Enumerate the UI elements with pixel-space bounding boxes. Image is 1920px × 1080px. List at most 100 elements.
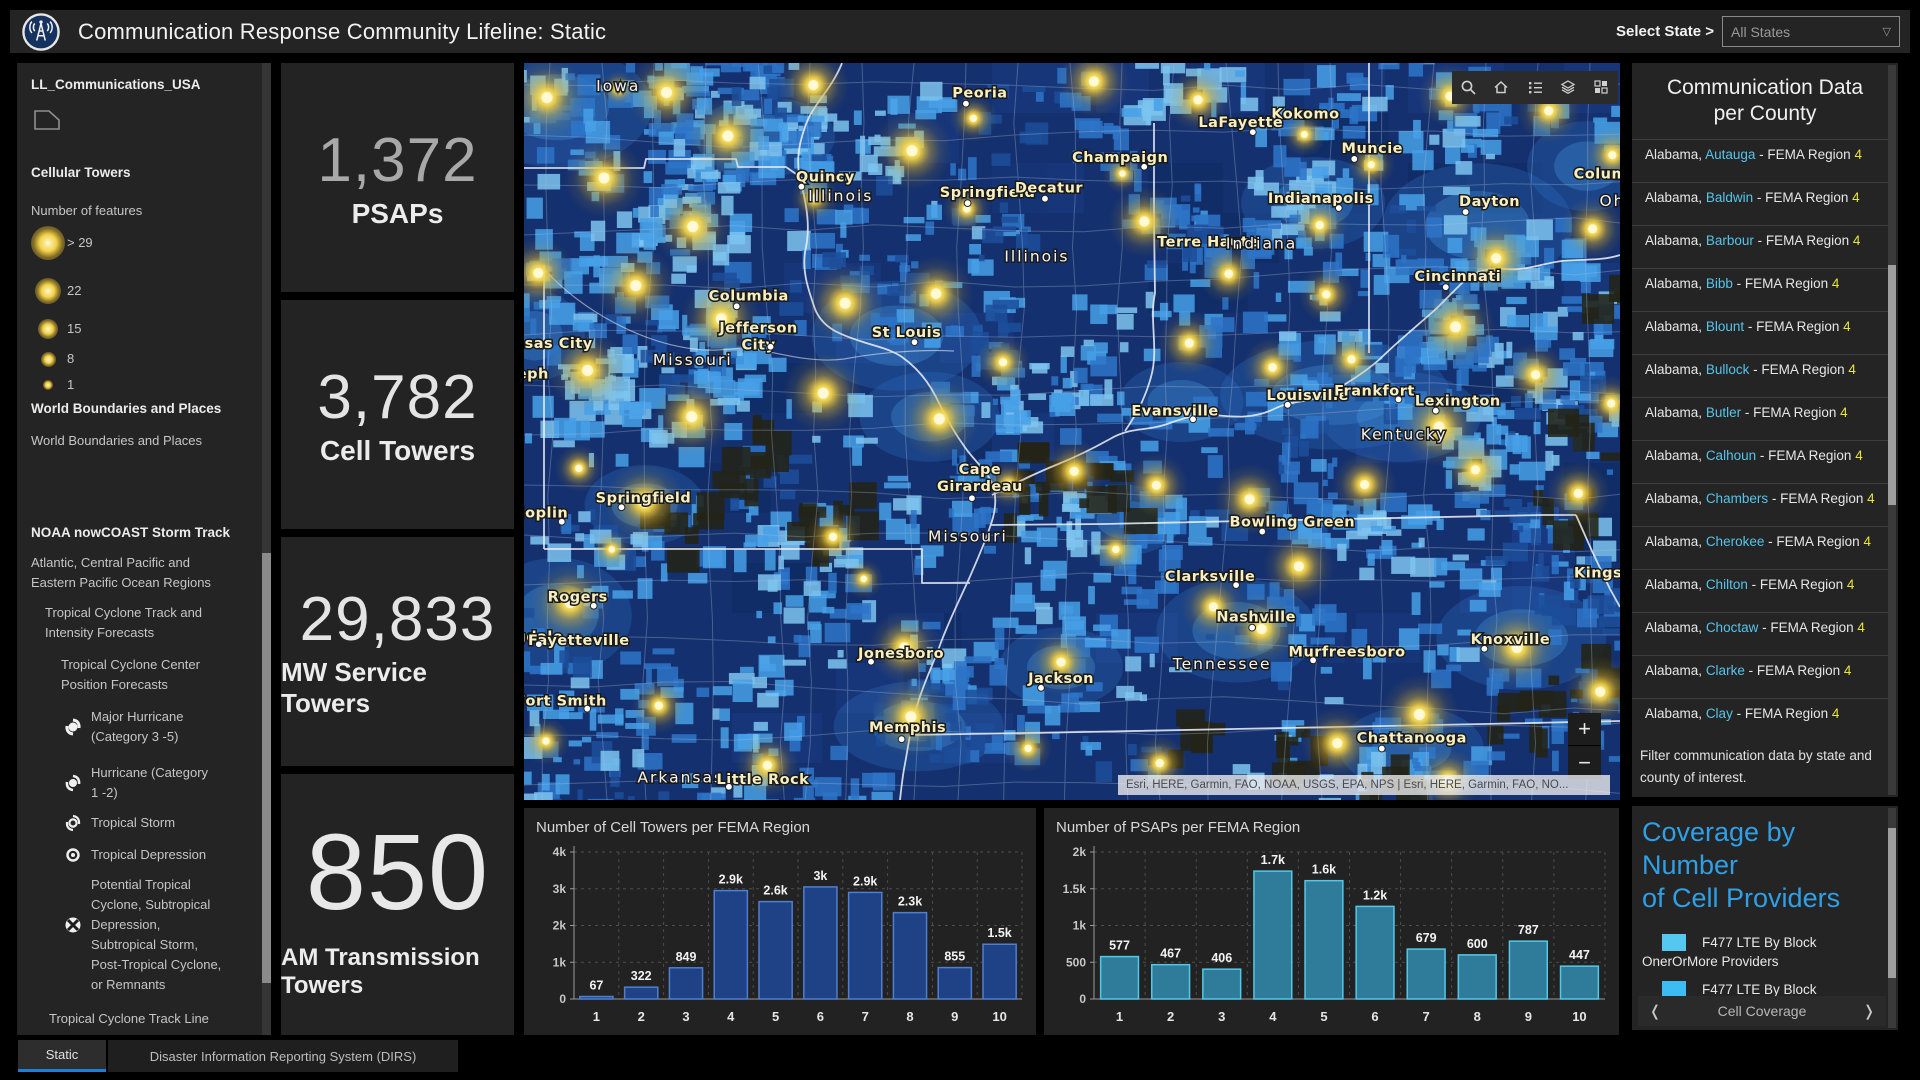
county-row-region: 4: [1852, 233, 1861, 248]
svg-text:6: 6: [817, 1009, 824, 1024]
legend-number-of-features: Number of features: [31, 203, 143, 218]
pager-left-icon[interactable]: ❬: [1648, 1003, 1662, 1020]
zoom-out-button[interactable]: −: [1578, 749, 1591, 775]
chevron-down-icon: ▽: [1882, 26, 1891, 38]
county-row-suffix: - FEMA Region: [1748, 663, 1841, 678]
county-row-region: 4: [1855, 448, 1863, 463]
map-toolbar-layers-icon[interactable]: [1552, 71, 1585, 104]
svg-text:849: 849: [676, 950, 697, 964]
legend-storm-label: Major Hurricane (Category 3 -5): [91, 709, 184, 744]
county-row-region: 4: [1867, 491, 1875, 506]
map-label: Jackson: [1027, 671, 1094, 687]
search-icon: [1461, 80, 1476, 95]
map-toolbar-search-icon[interactable]: [1452, 71, 1485, 104]
coverage-scrollbar[interactable]: [1888, 808, 1896, 1028]
county-row[interactable]: Alabama, Blount - FEMA Region 4: [1632, 311, 1888, 354]
svg-text:467: 467: [1160, 947, 1181, 961]
county-row-suffix: - FEMA Region: [1759, 147, 1851, 162]
map-toolbar-legend-list-icon[interactable]: [1518, 71, 1551, 104]
county-row-state: Alabama,: [1645, 534, 1703, 549]
polygon-layer-icon: [34, 110, 60, 130]
county-row-county: Calhoun: [1705, 448, 1757, 463]
legend-noaa-title: NOAA nowCOAST Storm Track: [31, 525, 231, 540]
county-row-county: Bullock: [1705, 362, 1750, 377]
svg-text:1.6k: 1.6k: [1312, 863, 1336, 877]
svg-text:8: 8: [906, 1009, 913, 1024]
county-row-suffix: - FEMA Region: [1757, 233, 1850, 248]
map-label: Cape Girardeau: [937, 462, 1023, 495]
map-label: Kings: [1574, 565, 1620, 581]
county-row[interactable]: Alabama, Calhoun - FEMA Region 4: [1632, 440, 1888, 483]
map-label: Champaign: [1072, 150, 1168, 166]
county-row-county: Chambers: [1705, 491, 1769, 506]
map-panel[interactable]: Iowa Peoria Kokomo LaFayette Muncie Champaign…: [524, 63, 1620, 800]
county-list: Alabama, Autauga - FEMA Region 4 Alabama,…: [1632, 139, 1888, 741]
map-label: Lexington: [1415, 394, 1501, 410]
county-row[interactable]: Alabama, Baldwin - FEMA Region 4: [1632, 182, 1888, 225]
county-row[interactable]: Alabama, Chambers - FEMA Region 4: [1632, 483, 1888, 526]
state-dropdown-value: All States: [1731, 23, 1791, 40]
map-label: Little Rock: [717, 772, 810, 788]
svg-text:2k: 2k: [553, 919, 567, 933]
tropical-storm-icon: [65, 814, 81, 832]
select-state-label: Select State >: [1616, 23, 1714, 40]
county-row-region: 4: [1857, 620, 1865, 635]
map-toolbar-home-icon[interactable]: [1485, 71, 1518, 104]
stat-card: 3,782 Cell Towers: [281, 300, 514, 529]
map-label: Missouri: [653, 351, 733, 369]
stat-value: 1,372: [317, 126, 478, 195]
stat-label: Cell Towers: [319, 435, 476, 466]
map-label: LaFayette: [1198, 115, 1283, 131]
svg-text:855: 855: [944, 950, 965, 964]
svg-text:4k: 4k: [553, 845, 567, 859]
county-row-suffix: - FEMA Region: [1762, 620, 1854, 635]
tab-static[interactable]: Static: [18, 1040, 106, 1072]
state-dropdown[interactable]: All States ▽: [1722, 16, 1900, 47]
county-row-suffix: - FEMA Region: [1744, 405, 1837, 420]
county-row[interactable]: Alabama, Clay - FEMA Region 4: [1632, 698, 1888, 741]
map-label: Missouri: [928, 527, 1008, 545]
county-row-suffix: - FEMA Region: [1771, 491, 1864, 506]
legend-forecast-l2: Tropical Cyclone Center Position Forecast…: [61, 657, 200, 692]
map-label: Peoria: [952, 86, 1007, 102]
county-row[interactable]: Alabama, Barbour - FEMA Region 4: [1632, 225, 1888, 268]
map-label: Fort Smith: [524, 694, 607, 710]
svg-text:1k: 1k: [1073, 919, 1087, 933]
map-label: Indianapolis: [1268, 191, 1374, 207]
county-row-county: Clay: [1705, 706, 1733, 721]
county-row[interactable]: Alabama, Butler - FEMA Region 4: [1632, 397, 1888, 440]
county-row-region: 4: [1831, 276, 1840, 291]
legend-scrollbar[interactable]: [262, 63, 271, 1035]
svg-text:8: 8: [1474, 1009, 1481, 1024]
county-row[interactable]: Alabama, Chilton - FEMA Region 4: [1632, 569, 1888, 612]
map-label: Murfreesboro: [1289, 644, 1406, 660]
svg-text:4: 4: [1269, 1009, 1277, 1024]
chart-psaps: Number of PSAPs per FEMA Region 0 500 1k 1.5…: [1044, 808, 1619, 1035]
county-row[interactable]: Alabama, Autauga - FEMA Region 4: [1632, 139, 1888, 182]
county-row[interactable]: Alabama, Cherokee - FEMA Region 4: [1632, 526, 1888, 569]
stat-label: MW Service Towers: [281, 657, 427, 718]
pager-right-icon[interactable]: ❭: [1862, 1003, 1876, 1020]
map-label: Clarksville: [1165, 569, 1256, 585]
county-row[interactable]: Alabama, Choctaw - FEMA Region 4: [1632, 612, 1888, 655]
legend-panel: LL_Communications_USA Cellular Towers Numb…: [17, 63, 262, 1035]
county-row[interactable]: Alabama, Bullock - FEMA Region 4: [1632, 354, 1888, 397]
map-label: Illinois: [808, 187, 873, 205]
county-row-region: 4: [1854, 147, 1862, 162]
coverage-pager: ❬ Cell Coverage ❭: [1638, 996, 1886, 1026]
svg-text:1: 1: [593, 1009, 600, 1024]
svg-text:6: 6: [1371, 1009, 1378, 1024]
layers-icon: [1560, 80, 1575, 95]
svg-text:5: 5: [1320, 1009, 1327, 1024]
zoom-in-button[interactable]: +: [1568, 713, 1601, 746]
county-row[interactable]: Alabama, Bibb - FEMA Region 4: [1632, 268, 1888, 311]
svg-text:500: 500: [1066, 955, 1086, 969]
map-toolbar-basemap-grid-icon[interactable]: [1585, 71, 1618, 104]
county-list-scrollbar[interactable]: [1888, 65, 1896, 795]
map-label: Columbia: [709, 288, 789, 304]
county-row-region: 4: [1843, 663, 1852, 678]
map-label: Bowling Green: [1229, 515, 1355, 531]
map-label: Columbu: [1574, 167, 1620, 183]
county-row[interactable]: Alabama, Clarke - FEMA Region 4: [1632, 655, 1888, 698]
tab-dirs[interactable]: Disaster Information Reporting System (D…: [108, 1040, 458, 1072]
